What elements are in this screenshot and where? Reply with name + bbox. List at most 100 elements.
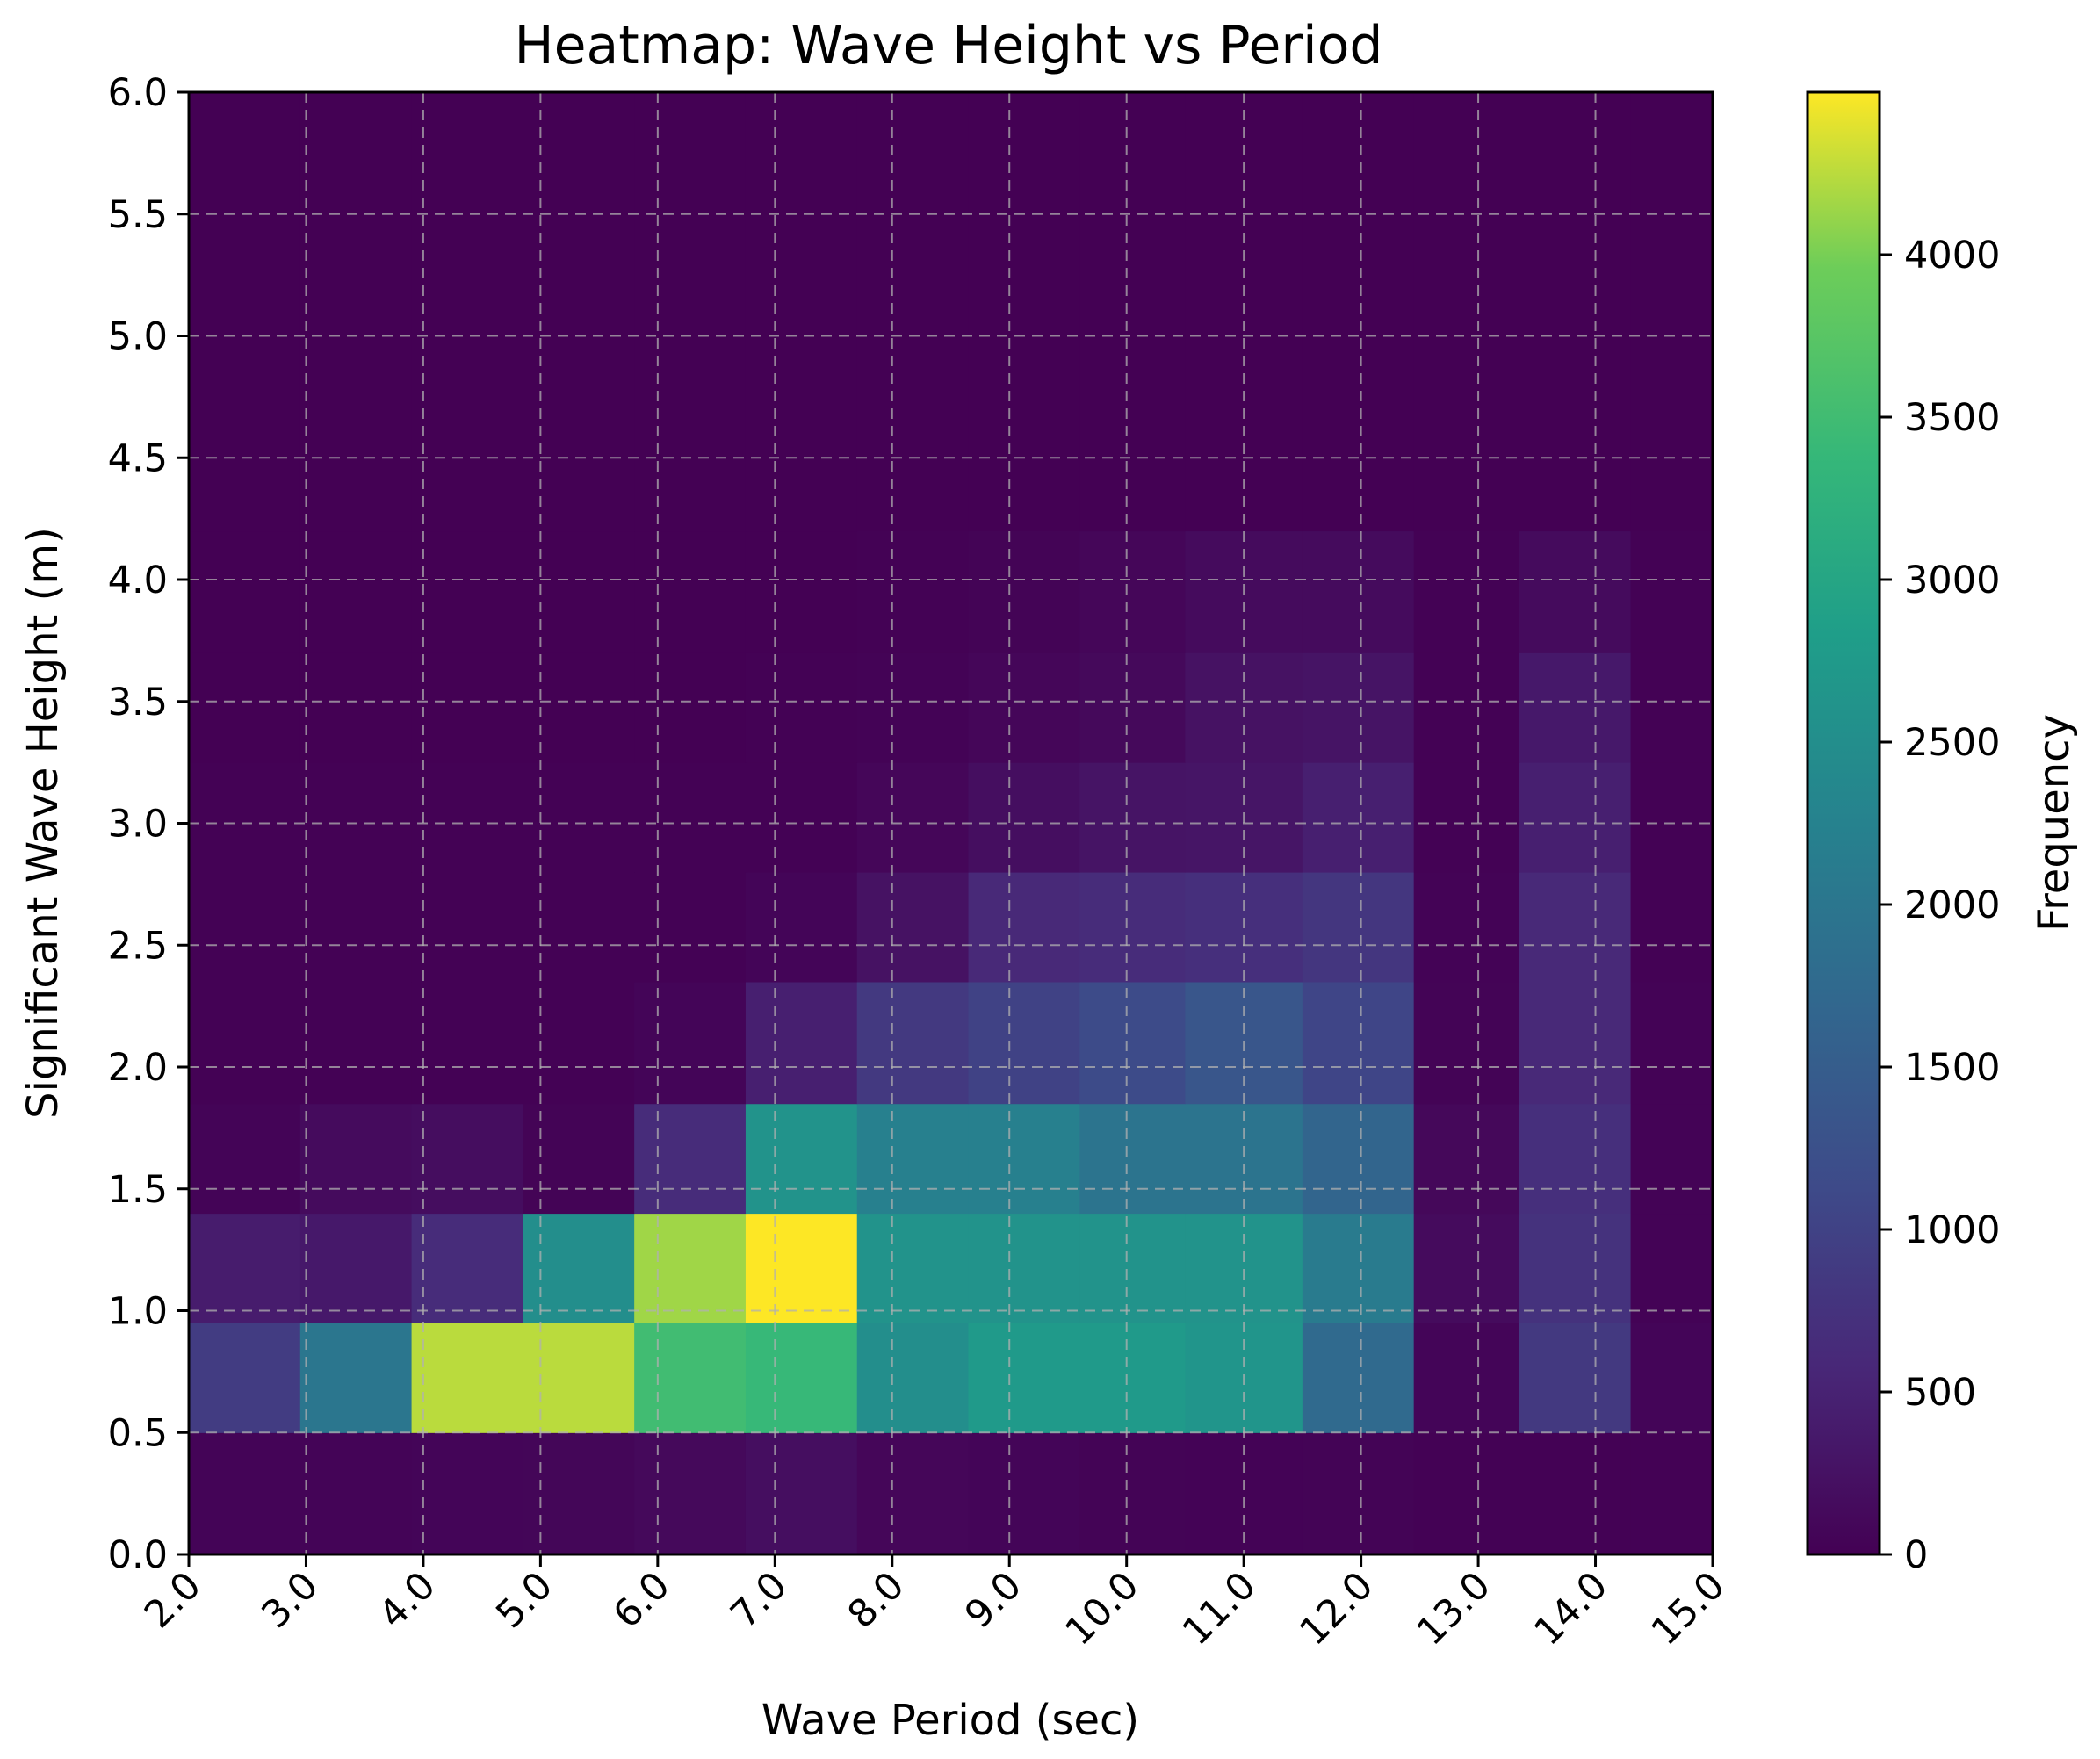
x-tick-label: 6.0 [605, 1563, 679, 1637]
heatmap-cell [1519, 530, 1632, 653]
heatmap-cell [745, 652, 858, 763]
heatmap-cell [299, 1103, 413, 1215]
heatmap-cell [411, 652, 523, 763]
x-tick-label: 11.0 [1174, 1563, 1265, 1654]
y-tick-label: 5.5 [108, 193, 168, 237]
heatmap-cell [745, 981, 858, 1105]
heatmap-cell [1079, 1323, 1187, 1433]
y-tick-label: 4.5 [108, 436, 168, 480]
y-tick-label: 0.5 [108, 1411, 168, 1455]
heatmap-cell [523, 1103, 635, 1215]
heatmap-cell [411, 1213, 523, 1323]
heatmap-cell [745, 530, 858, 653]
heatmap-cell [1302, 530, 1415, 653]
heatmap-cell [1302, 1432, 1415, 1555]
heatmap-cell [856, 652, 970, 763]
heatmap-cell [189, 92, 301, 532]
heatmap-cell [189, 530, 301, 653]
heatmap-cell [411, 981, 523, 1105]
heatmap-cell [1630, 1323, 1714, 1433]
colorbar-tick-label: 2500 [1904, 721, 2000, 765]
heatmap-cell [1630, 530, 1714, 653]
heatmap-cell [299, 1213, 413, 1323]
x-tick-label: 5.0 [487, 1563, 561, 1637]
heatmap-cell [411, 92, 523, 532]
heatmap-cell [1302, 92, 1415, 532]
heatmap-cell [634, 530, 747, 653]
heatmap-cell [745, 1432, 858, 1555]
heatmap-cell [1519, 981, 1632, 1105]
heatmap-cell [1630, 1213, 1714, 1323]
heatmap-cell [299, 872, 413, 983]
colorbar-tick-label: 1500 [1904, 1046, 2000, 1090]
heatmap-cell [1519, 1323, 1632, 1433]
heatmap-cell [856, 1213, 970, 1323]
heatmap-cell [189, 652, 301, 763]
heatmap-cell [411, 530, 523, 653]
heatmap-cell [745, 1213, 858, 1323]
x-tick-label: 14.0 [1526, 1563, 1616, 1654]
heatmap-cell [1079, 1103, 1187, 1215]
heatmap-cell [1630, 762, 1714, 873]
heatmap-cell [1079, 1432, 1187, 1555]
heatmap-cell [634, 92, 747, 532]
heatmap-cell [745, 92, 858, 532]
heatmap-cell [299, 652, 413, 763]
colorbar-ticks: 0 500 1000 1500 2000 2500 3000 3500 4000 [1880, 234, 2000, 1577]
heatmap-cell [523, 872, 635, 983]
colorbar [1806, 90, 1881, 1556]
heatmap-cell [299, 530, 413, 653]
heatmap-cell [1079, 530, 1187, 653]
heatmap-cell [1413, 1213, 1520, 1323]
heatmap-cell [189, 762, 301, 873]
heatmap-cell [856, 762, 970, 873]
heatmap-cell [968, 652, 1080, 763]
heatmap-cell [968, 530, 1080, 653]
heatmap-cell [856, 530, 970, 653]
heatmap-cell [634, 981, 747, 1105]
heatmap-cell [634, 652, 747, 763]
heatmap-cell [968, 872, 1080, 983]
heatmap-cell [1630, 1432, 1714, 1555]
heatmap-cell [1079, 872, 1187, 983]
heatmap-cell [1079, 652, 1187, 763]
colorbar-tick-label: 1000 [1904, 1208, 2000, 1252]
y-tick-label: 0.0 [108, 1533, 168, 1577]
x-tick-label: 9.0 [956, 1563, 1030, 1637]
heatmap-cell [1630, 981, 1714, 1105]
x-axis-ticks: 2.0 3.0 4.0 5.0 6.0 7.0 8.0 9.0 10.0 11.0 12.0 13.0… [136, 1554, 1734, 1654]
y-axis-label: Significant Wave Height (m) [18, 527, 68, 1119]
heatmap-cell [1413, 530, 1520, 653]
heatmap-cell [299, 92, 413, 532]
heatmap-cell [523, 762, 635, 873]
heatmap-cell [856, 1323, 970, 1433]
heatmap-cell [1413, 762, 1520, 873]
y-tick-label: 4.0 [108, 559, 168, 602]
y-tick-label: 1.5 [108, 1168, 168, 1212]
y-tick-label: 5.0 [108, 315, 168, 359]
heatmap-cell [1519, 1432, 1632, 1555]
heatmap-cell [523, 1213, 635, 1323]
x-tick-label: 7.0 [722, 1563, 796, 1637]
heatmap-cell [189, 1213, 301, 1323]
heatmap-cell [634, 1323, 747, 1433]
heatmap-cell [1302, 1213, 1415, 1323]
heatmap-cell [634, 1213, 747, 1323]
heatmap-cell [299, 1432, 413, 1555]
heatmap-cell [1185, 1103, 1303, 1215]
heatmap-cell [1413, 1432, 1520, 1555]
heatmap-cell [1413, 1103, 1520, 1215]
heatmap-cell [1519, 1213, 1632, 1323]
heatmap-cell [968, 1103, 1080, 1215]
x-tick-label: 15.0 [1643, 1563, 1734, 1654]
heatmap-cell [1302, 872, 1415, 983]
heatmap-cell [1630, 872, 1714, 983]
heatmap-cell [299, 981, 413, 1105]
heatmap-cell [1302, 1103, 1415, 1215]
heatmap-cell [523, 652, 635, 763]
heatmap-cell [1079, 1213, 1187, 1323]
x-axis-label: Wave Period (sec) [761, 1696, 1139, 1745]
heatmap-cell [189, 872, 301, 983]
heatmap-cell [189, 1432, 301, 1555]
heatmap-cell [1302, 1323, 1415, 1433]
